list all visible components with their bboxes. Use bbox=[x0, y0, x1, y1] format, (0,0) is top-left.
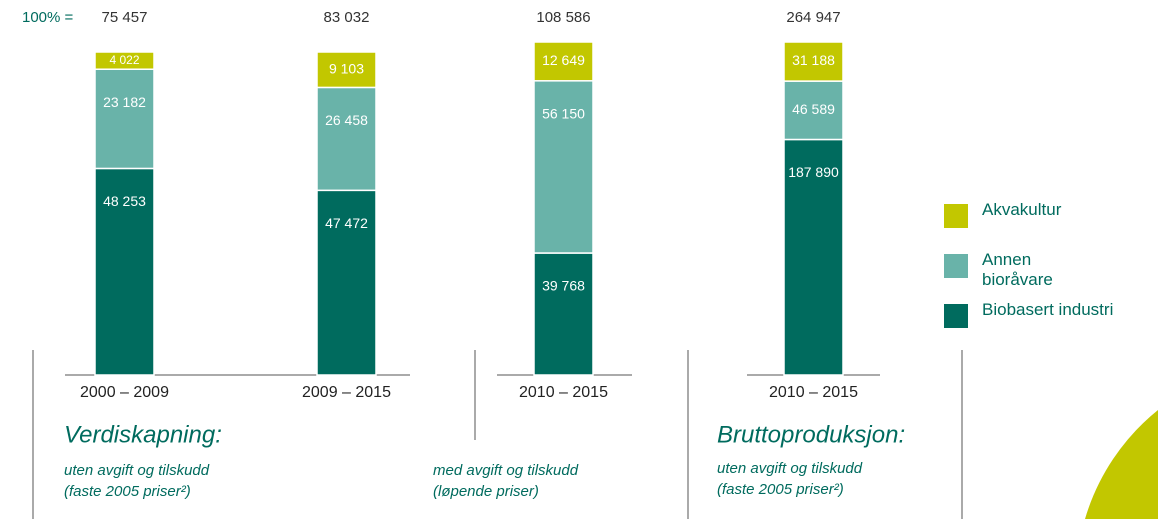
bar-segment bbox=[783, 80, 844, 141]
legend-swatch bbox=[944, 304, 968, 328]
annotation-title: Verdiskapning: bbox=[64, 421, 222, 448]
annotation-note: (løpende priser) bbox=[433, 483, 539, 500]
legend-swatch bbox=[944, 204, 968, 228]
value-label: 187 890 bbox=[788, 164, 839, 180]
total-label: 75 457 bbox=[102, 9, 148, 26]
bar-segment bbox=[316, 51, 377, 89]
legend: Akvakultur Annen bioråvare Biobasert indus… bbox=[944, 200, 1158, 350]
bar-segment bbox=[783, 41, 844, 82]
decor-arc bbox=[1085, 410, 1158, 519]
value-label: 48 253 bbox=[103, 193, 146, 209]
bar-segment bbox=[316, 86, 377, 192]
x-tick-label: 2009 – 2015 bbox=[302, 384, 391, 401]
legend-item: Annen bioråvare bbox=[944, 250, 1158, 300]
value-label: 46 589 bbox=[792, 101, 835, 117]
x-tick-label: 2010 – 2015 bbox=[769, 384, 858, 401]
annotation-title: Bruttoproduksjon: bbox=[717, 421, 905, 448]
legend-label: Biobasert industri bbox=[982, 300, 1114, 319]
annotation-note: (faste 2005 priser²) bbox=[717, 481, 844, 498]
annotation-note: uten avgift og tilskudd bbox=[64, 462, 210, 479]
value-label: 26 458 bbox=[325, 112, 368, 128]
annotation-note: med avgift og tilskudd bbox=[433, 462, 579, 479]
total-prefix: 100% = bbox=[22, 9, 74, 26]
value-label: 23 182 bbox=[103, 94, 146, 110]
x-tick-label: 2000 – 2009 bbox=[80, 384, 169, 401]
x-tick-label: 2010 – 2015 bbox=[519, 384, 608, 401]
value-label: 47 472 bbox=[325, 215, 368, 231]
legend-swatch bbox=[944, 254, 968, 278]
annotations: Verdiskapning: uten avgift og tilskudd (… bbox=[64, 421, 905, 500]
value-label: 12 649 bbox=[542, 52, 585, 68]
annotation-note: uten avgift og tilskudd bbox=[717, 460, 863, 477]
annotation-note: (faste 2005 priser²) bbox=[64, 483, 191, 500]
total-label: 83 032 bbox=[324, 9, 370, 26]
total-label: 264 947 bbox=[786, 9, 840, 26]
bar-segment bbox=[94, 51, 155, 70]
legend-item: Biobasert industri bbox=[944, 300, 1158, 350]
bar-segment bbox=[783, 138, 844, 376]
bar-segment bbox=[94, 68, 155, 170]
value-label: 9 103 bbox=[329, 60, 364, 76]
value-label: 56 150 bbox=[542, 106, 585, 122]
legend-label: Annen bioråvare bbox=[982, 250, 1053, 289]
legend-label: Akvakultur bbox=[982, 200, 1062, 219]
bar-segment bbox=[94, 167, 155, 376]
value-label: 4 022 bbox=[109, 53, 139, 67]
total-label: 108 586 bbox=[536, 9, 590, 26]
legend-item: Akvakultur bbox=[944, 200, 1158, 250]
bar-segment bbox=[533, 80, 594, 254]
value-label: 31 188 bbox=[792, 52, 835, 68]
value-label: 39 768 bbox=[542, 278, 585, 294]
bar-segment bbox=[533, 41, 594, 82]
bar-segment bbox=[316, 189, 377, 376]
bar-segment bbox=[533, 252, 594, 376]
